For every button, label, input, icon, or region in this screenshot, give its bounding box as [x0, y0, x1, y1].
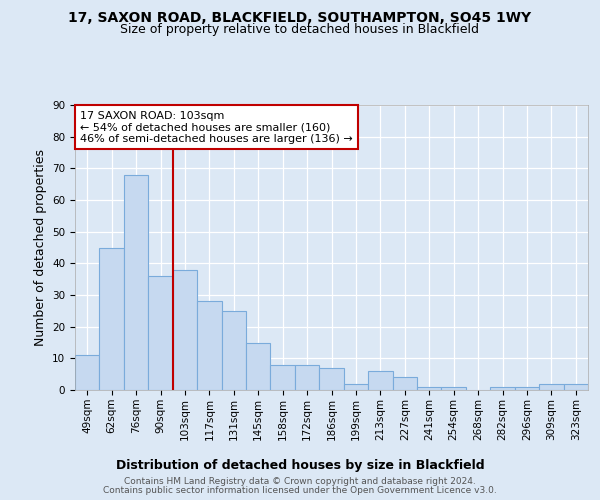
Text: Distribution of detached houses by size in Blackfield: Distribution of detached houses by size … — [116, 460, 484, 472]
Text: 17 SAXON ROAD: 103sqm
← 54% of detached houses are smaller (160)
46% of semi-det: 17 SAXON ROAD: 103sqm ← 54% of detached … — [80, 110, 353, 144]
Text: 17, SAXON ROAD, BLACKFIELD, SOUTHAMPTON, SO45 1WY: 17, SAXON ROAD, BLACKFIELD, SOUTHAMPTON,… — [68, 11, 532, 25]
Bar — [344, 384, 368, 390]
Bar — [515, 387, 539, 390]
Bar — [319, 368, 344, 390]
Bar — [221, 311, 246, 390]
Bar — [417, 387, 442, 390]
Bar — [368, 371, 392, 390]
Bar — [539, 384, 563, 390]
Bar — [295, 364, 319, 390]
Bar — [271, 364, 295, 390]
Bar — [173, 270, 197, 390]
Bar — [197, 302, 221, 390]
Y-axis label: Number of detached properties: Number of detached properties — [34, 149, 47, 346]
Text: Size of property relative to detached houses in Blackfield: Size of property relative to detached ho… — [121, 22, 479, 36]
Text: Contains HM Land Registry data © Crown copyright and database right 2024.: Contains HM Land Registry data © Crown c… — [124, 477, 476, 486]
Bar — [392, 378, 417, 390]
Bar — [490, 387, 515, 390]
Bar — [124, 174, 148, 390]
Bar — [442, 387, 466, 390]
Bar — [563, 384, 588, 390]
Text: Contains public sector information licensed under the Open Government Licence v3: Contains public sector information licen… — [103, 486, 497, 495]
Bar — [246, 342, 271, 390]
Bar — [75, 355, 100, 390]
Bar — [100, 248, 124, 390]
Bar — [148, 276, 173, 390]
